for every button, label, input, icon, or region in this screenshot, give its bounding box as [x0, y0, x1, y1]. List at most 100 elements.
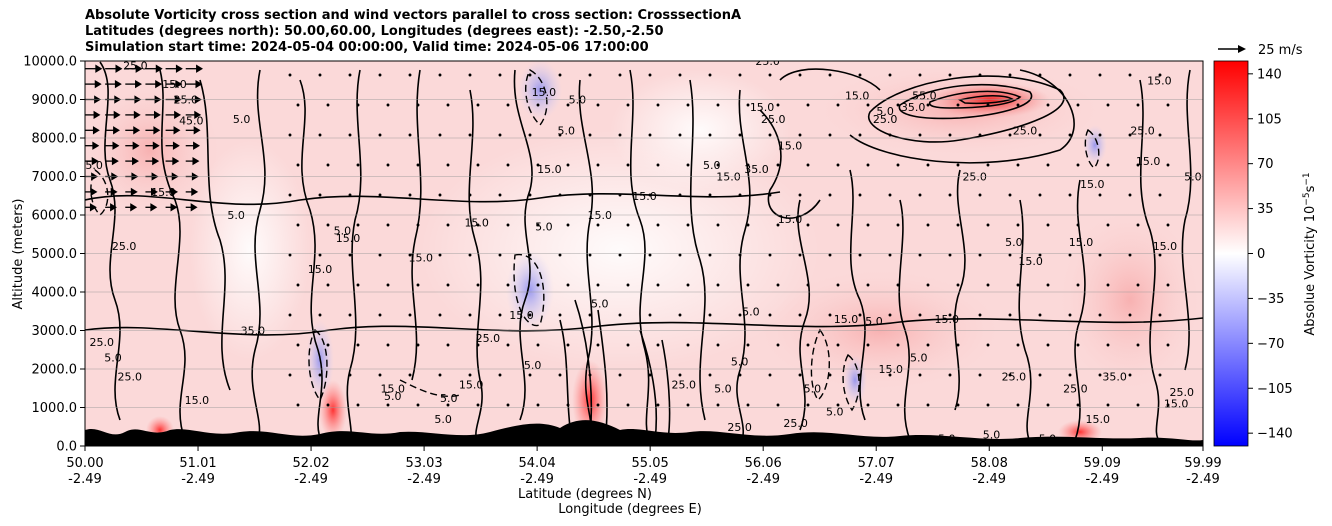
wind-vector-dot — [1166, 403, 1170, 407]
wind-vector-dot — [1046, 403, 1050, 407]
wind-vector-dot — [948, 133, 952, 137]
wind-vector-dot — [1068, 373, 1072, 377]
wind-vector-dot — [536, 283, 540, 287]
x-tick-label-lon: -2.49 — [68, 472, 102, 487]
wind-vector-dot — [528, 253, 532, 257]
contour-label: 5.0 — [557, 124, 575, 137]
field-blue-patch-5 — [1083, 125, 1107, 165]
wind-vector-dot — [596, 103, 600, 107]
wind-vector-head — [135, 79, 142, 89]
x-tick-label-lat: 53.03 — [405, 456, 442, 471]
wind-vector-dot — [1106, 163, 1110, 167]
contour-label: 25.0 — [1169, 386, 1194, 399]
title-line-1: Absolute Vorticity cross section and win… — [85, 8, 742, 23]
x-tick-label-lon: -2.49 — [294, 472, 328, 487]
wind-vector-dot — [446, 163, 450, 167]
wind-vector-dot — [476, 163, 480, 167]
contour-label: 25.0 — [118, 371, 143, 384]
wind-vector-dot — [716, 103, 720, 107]
wind-vector-dot — [776, 163, 780, 167]
wind-vector-head — [192, 156, 200, 166]
wind-vector-dot — [446, 403, 450, 407]
contour-label: 5.0 — [524, 359, 542, 372]
wind-vector-dot — [746, 223, 750, 227]
x-axis-label-lat: Latitude (degrees N) — [518, 487, 652, 502]
wind-vector-dot — [446, 223, 450, 227]
wind-vector-dot — [948, 373, 952, 377]
wind-vector-head — [172, 156, 180, 166]
field-jet-core — [930, 82, 1050, 118]
wind-vector-head — [115, 64, 123, 73]
wind-vector-dot — [1098, 193, 1102, 197]
wind-vector-dot — [686, 223, 690, 227]
wind-vector-dot — [408, 73, 412, 77]
wind-vector-dot — [1038, 193, 1042, 197]
y-tick-label: 3000.0 — [32, 324, 78, 339]
wind-vector-dot — [378, 253, 382, 257]
wind-vector-dot — [806, 343, 810, 347]
contour-label: 5.0 — [1184, 171, 1202, 184]
wind-vector-dot — [1076, 283, 1080, 287]
wind-vector-dot — [326, 283, 330, 287]
wind-vector-dot — [828, 373, 832, 377]
wind-vector-dot — [618, 193, 622, 197]
wind-vector-dot — [1046, 103, 1050, 107]
wind-vector-dot — [446, 283, 450, 287]
contour-label: 25.0 — [727, 421, 752, 434]
wind-vector-dot — [438, 253, 442, 257]
wind-vector-dot — [1098, 253, 1102, 257]
contour-label: 35.0 — [1102, 371, 1127, 384]
wind-vector-dot — [836, 223, 840, 227]
wind-vector-dot — [378, 373, 382, 377]
contour-label: 15.0 — [459, 378, 484, 391]
wind-vector-dot — [1076, 103, 1080, 107]
wind-vector-dot — [1076, 163, 1080, 167]
contour-label: 15.0 — [1147, 74, 1172, 87]
wind-vector-dot — [326, 223, 330, 227]
wind-vector-dot — [288, 73, 292, 77]
wind-vector-dot — [498, 193, 502, 197]
wind-vector-dot — [618, 313, 622, 317]
wind-vector-dot — [918, 253, 922, 257]
contour-mid-7 — [629, 69, 651, 443]
wind-vector-dot — [588, 313, 592, 317]
contour-label: 15.0 — [1018, 255, 1043, 268]
wind-vector-dot — [888, 373, 892, 377]
wind-vector-dot — [356, 103, 360, 107]
wind-vector-dot — [716, 283, 720, 287]
wind-vector-dot — [1008, 193, 1012, 197]
wind-vector-dot — [656, 343, 660, 347]
wind-vector-dot — [318, 73, 322, 77]
wind-vector-dot — [978, 73, 982, 77]
contour-left-4 — [251, 69, 266, 441]
wind-vector-dot — [596, 283, 600, 287]
wind-vector-dot — [768, 73, 772, 77]
contour-label: 5.0 — [731, 355, 749, 368]
x-tick-label-lat: 57.07 — [858, 456, 895, 471]
wind-vector-head — [132, 141, 140, 150]
wind-vector-dot — [1038, 73, 1042, 77]
wind-vector-head — [94, 79, 102, 89]
colorbar-gradient — [1213, 60, 1249, 447]
wind-vector-dot — [498, 313, 502, 317]
contour-label: 5.0 — [983, 428, 1001, 441]
wind-vector-dot — [296, 223, 300, 227]
x-tick-label-lat: 54.04 — [519, 456, 556, 471]
wind-vector-dot — [798, 373, 802, 377]
wind-vector-dot — [408, 193, 412, 197]
vorticity-contours — [85, 61, 1203, 443]
contour-label: 25.0 — [1130, 124, 1155, 137]
wind-vector-dot — [828, 133, 832, 137]
wind-vector-dot — [1136, 343, 1140, 347]
x-tick-label-lon: -2.49 — [1085, 472, 1119, 487]
x-tick-label-lon: -2.49 — [972, 472, 1006, 487]
wind-vector-dot — [1136, 223, 1140, 227]
wind-vector-dot — [1008, 133, 1012, 137]
wind-vector-dot — [506, 403, 510, 407]
colorbar-tick-label: 35 — [1257, 202, 1274, 217]
x-tick-label-lon: -2.49 — [1186, 472, 1220, 487]
wind-vector-dot — [1098, 133, 1102, 137]
y-tick-label: 9000.0 — [32, 93, 78, 108]
wind-vector-dot — [828, 313, 832, 317]
field-red-patch — [572, 360, 608, 440]
